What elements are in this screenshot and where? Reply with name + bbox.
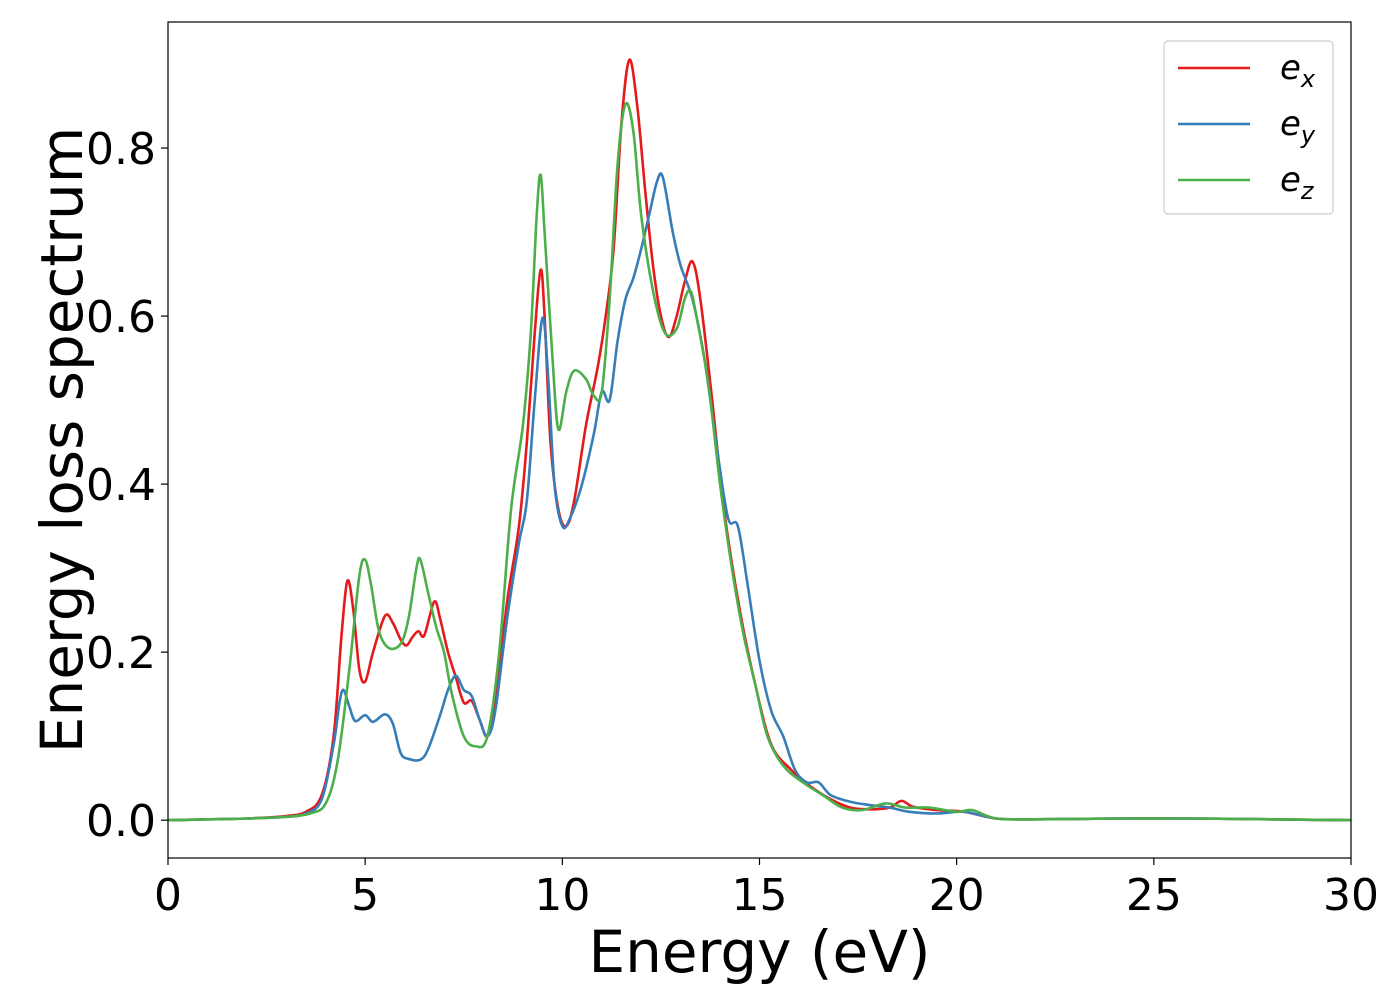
- legend-label-x: ex: [1280, 48, 1316, 93]
- x-tick-label: 20: [929, 870, 985, 921]
- ticks-layer: 0 5 10 15 20 25 30 0.0 0.2 0.4 0.6 0.8: [86, 124, 1379, 921]
- x-axis-label: Energy (eV): [588, 918, 930, 986]
- y-tick-label: 0.0: [86, 796, 156, 847]
- series-line-z: [167, 101, 1352, 822]
- series-line-y: [167, 172, 1352, 822]
- x-tick-label: 25: [1126, 870, 1182, 921]
- x-tick-label: 0: [154, 870, 182, 921]
- legend-label-z: ez: [1280, 160, 1315, 205]
- y-tick-label: 0.8: [86, 124, 156, 175]
- series-layer: [167, 58, 1352, 822]
- y-tick-label: 0.2: [86, 628, 156, 679]
- legend: ex ey ez: [1163, 40, 1334, 215]
- x-tick-label: 30: [1323, 870, 1379, 921]
- x-tick-label: 10: [534, 870, 590, 921]
- y-axis-label: Energy loss spectrum: [28, 127, 96, 753]
- x-tick-label: 15: [732, 870, 788, 921]
- y-tick-label: 0.4: [86, 460, 156, 511]
- x-tick-label: 5: [351, 870, 379, 921]
- legend-label-y: ey: [1280, 104, 1316, 149]
- legend-box: [1163, 40, 1334, 215]
- y-tick-label: 0.6: [86, 292, 156, 343]
